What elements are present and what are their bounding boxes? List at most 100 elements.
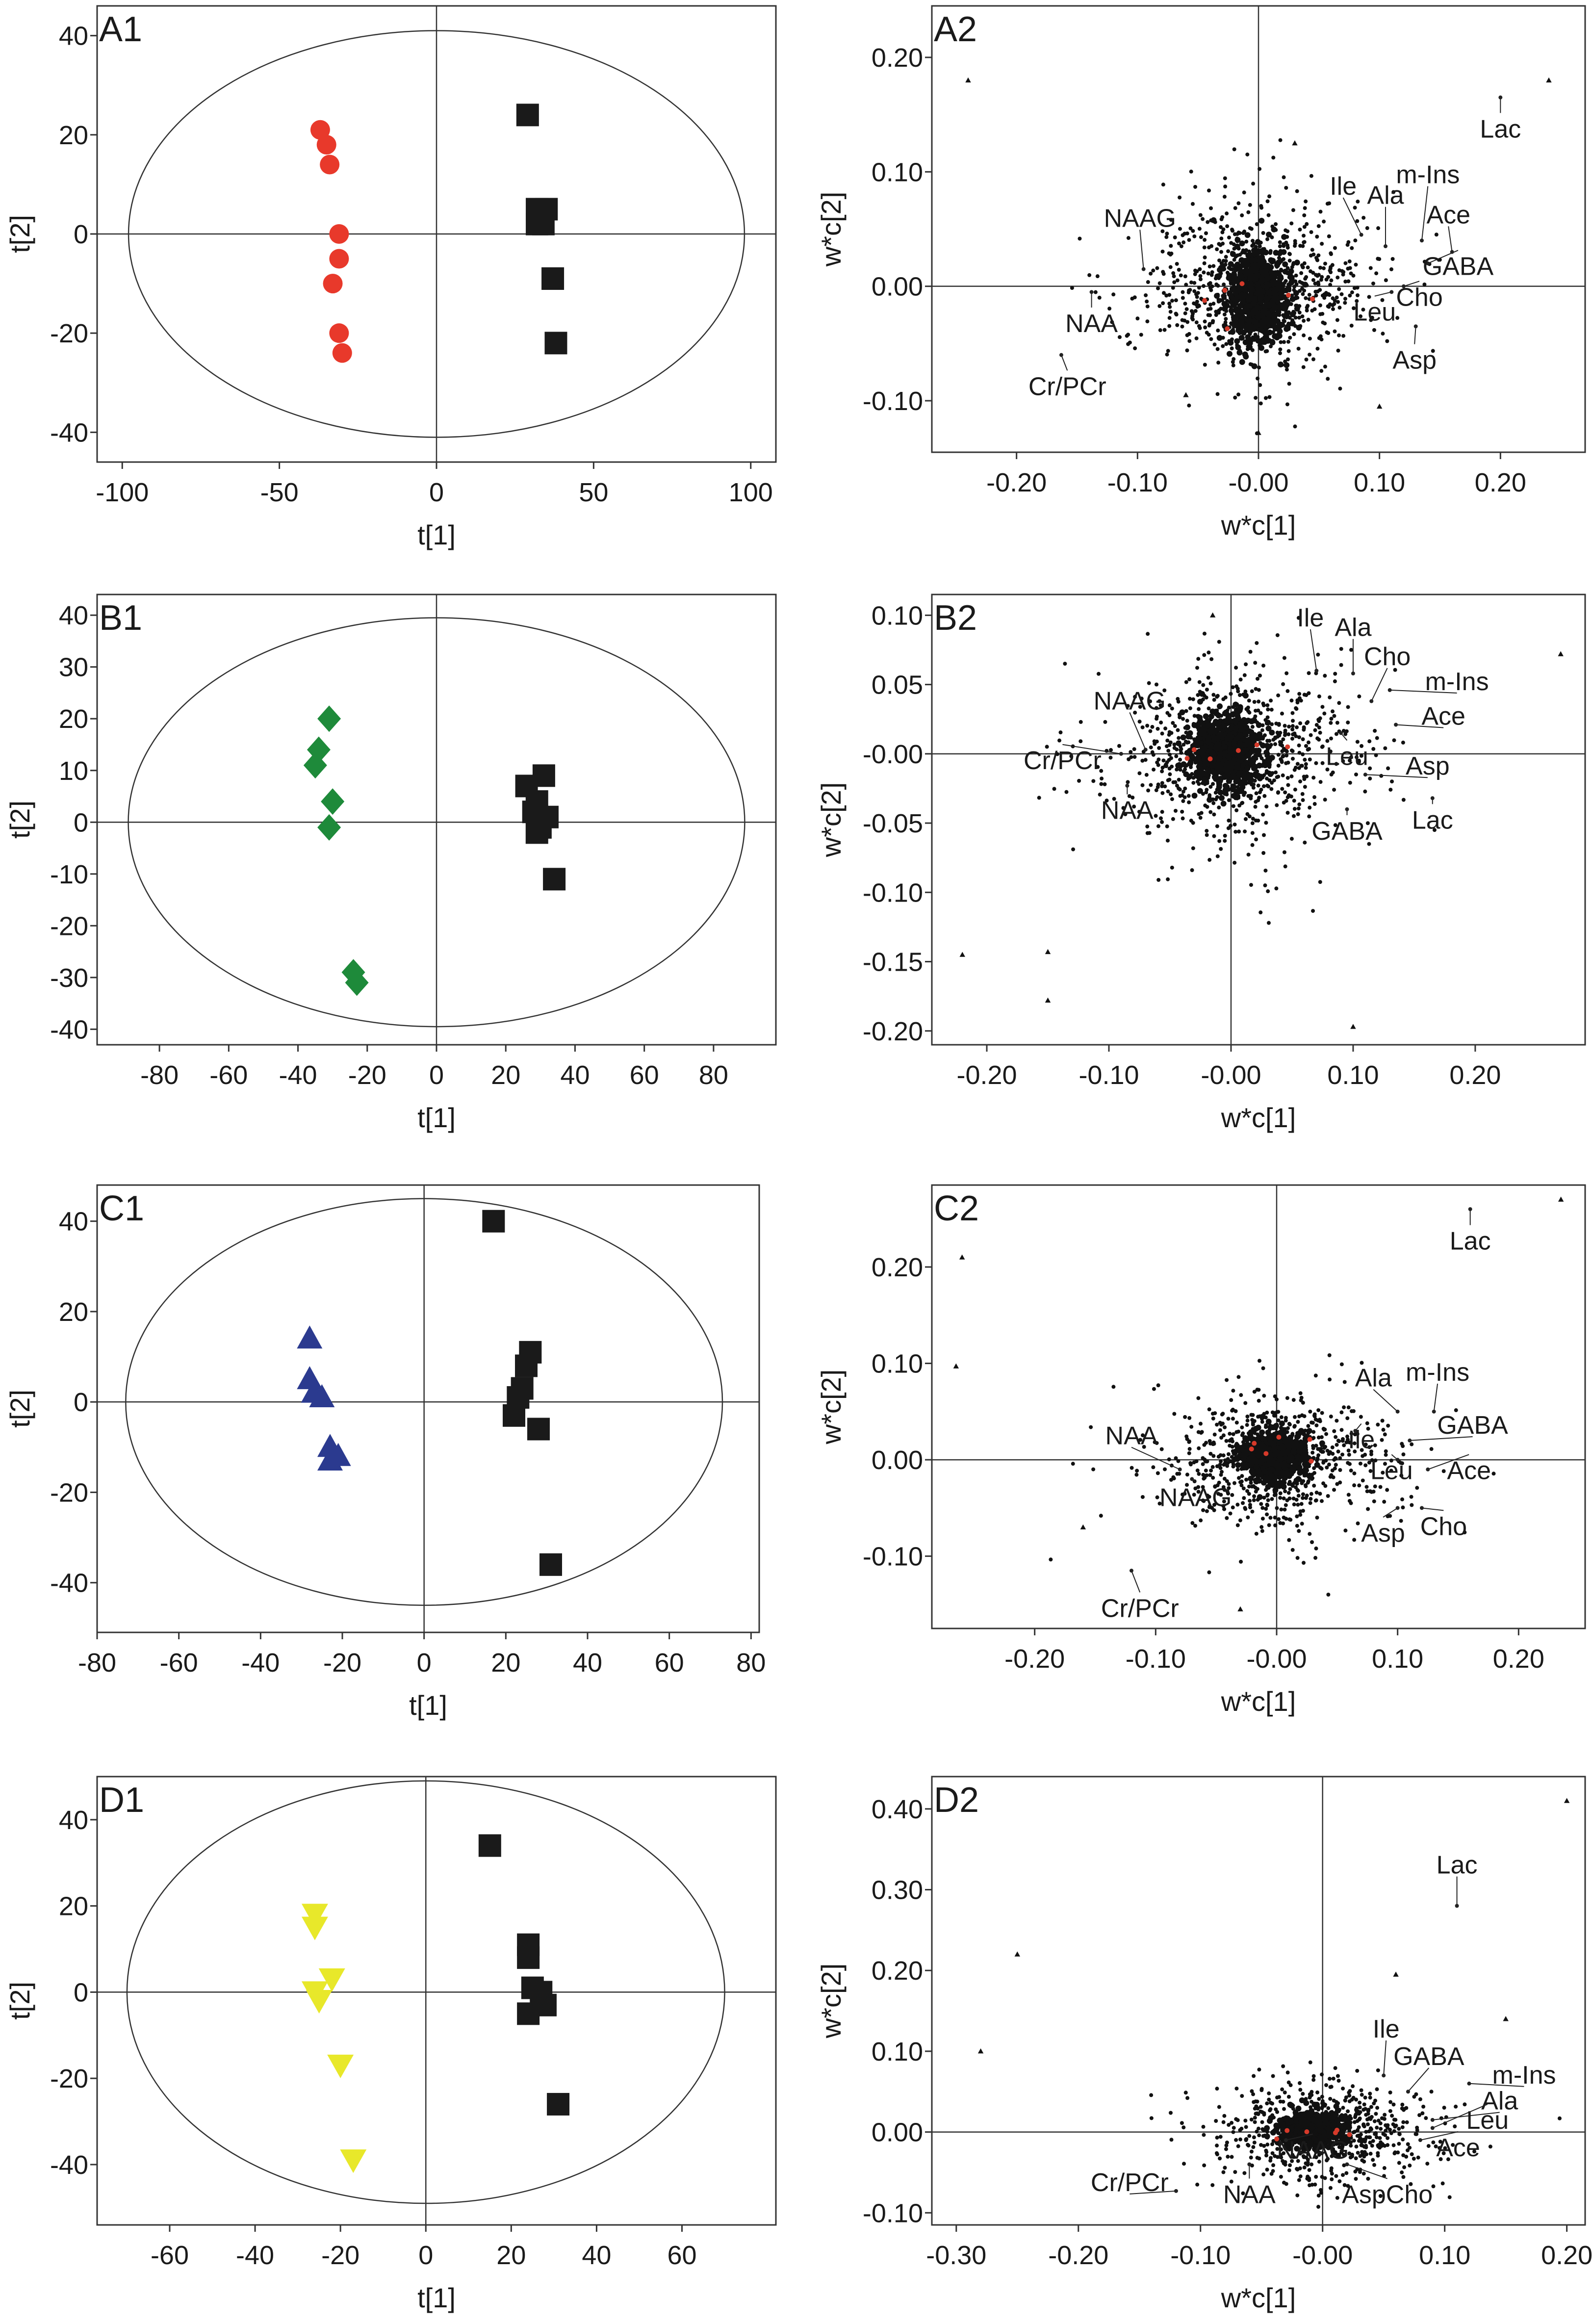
loading-point — [1284, 1517, 1288, 1521]
loading-point — [1313, 1498, 1318, 1503]
loading-point — [1318, 880, 1322, 884]
loading-point — [1338, 387, 1342, 391]
loading-point — [1167, 758, 1171, 762]
loading-point — [1173, 808, 1178, 813]
x-tick-label: -0.10 — [1126, 1644, 1186, 1674]
loading-point — [1209, 657, 1214, 661]
loading-point-core — [1306, 1428, 1312, 1434]
loading-point — [1266, 707, 1270, 712]
loading-point — [1314, 1423, 1319, 1427]
loading-point — [1172, 274, 1176, 279]
loading-point — [1168, 305, 1172, 309]
loading-point — [1243, 829, 1247, 834]
loading-point — [1248, 1505, 1253, 1510]
confidence-ellipse — [128, 617, 745, 1028]
loading-point-core — [1251, 247, 1257, 254]
loading-point — [1231, 1432, 1235, 1436]
loading-point-core — [1237, 273, 1244, 280]
loading-point-core — [1209, 762, 1216, 769]
loading-point — [1176, 728, 1180, 732]
loading-point — [1184, 680, 1188, 684]
x-tick-label: 0 — [417, 1648, 432, 1678]
x-tick-label: 0.20 — [1449, 1060, 1501, 1090]
loading-point-core — [1233, 726, 1239, 732]
loading-point — [1253, 804, 1258, 809]
loading-point-core — [1251, 765, 1257, 772]
loading-point — [1156, 1383, 1160, 1388]
x-tick-label: -60 — [160, 1648, 198, 1678]
loading-point-core — [1210, 217, 1217, 223]
loading-point — [1228, 824, 1233, 828]
loading-point — [1212, 342, 1217, 347]
loading-point — [1211, 264, 1216, 268]
loading-point — [1251, 785, 1256, 790]
loading-point-core — [1236, 771, 1242, 777]
loading-point — [1198, 213, 1203, 217]
loading-point — [1284, 185, 1288, 190]
loading-point-core — [1275, 1464, 1282, 1471]
loading-point — [1301, 265, 1305, 269]
loading-point — [1210, 284, 1214, 288]
score-point — [532, 764, 555, 787]
x-tick-label: 80 — [736, 1648, 766, 1678]
loading-point — [1188, 1462, 1193, 1467]
score-point — [517, 2002, 540, 2025]
loading-point — [1399, 1519, 1403, 1523]
loading-point — [1237, 1476, 1241, 1480]
loading-point — [1282, 340, 1286, 344]
annotation-arrowhead — [1432, 1409, 1436, 1414]
loading-point — [1140, 725, 1145, 729]
loading-point — [1172, 742, 1177, 747]
score-point — [332, 343, 352, 363]
loading-point — [1293, 424, 1297, 429]
loading-point-core — [1258, 299, 1264, 305]
loading-point — [1239, 1559, 1243, 1564]
loading-point — [1133, 695, 1137, 699]
loading-point — [1339, 663, 1343, 667]
series-control — [478, 1834, 570, 2116]
loading-point — [1323, 364, 1327, 369]
y-tick-label: 0 — [74, 220, 88, 249]
loading-point — [1163, 1467, 1167, 1472]
loading-point — [1219, 217, 1224, 222]
loading-point — [1247, 698, 1251, 703]
loading-point — [1254, 687, 1258, 691]
loading-point-core — [1282, 268, 1288, 275]
loading-point — [1365, 1489, 1369, 1494]
annotation-leader — [1383, 1507, 1398, 1518]
loading-point-core — [1274, 334, 1280, 340]
loading-point-core — [1258, 217, 1265, 224]
loading-point — [1335, 1419, 1339, 1423]
loading-point — [1156, 824, 1160, 828]
loading-point — [1161, 758, 1166, 763]
loading-point — [1368, 1469, 1373, 1473]
loading-point — [1170, 764, 1174, 769]
loading-point — [1249, 794, 1253, 798]
loading-point — [1287, 315, 1292, 320]
annotation-arrowhead — [1468, 1207, 1472, 1212]
loading-point-core — [1262, 760, 1269, 766]
loading-point — [1096, 765, 1100, 769]
loading-point — [1298, 244, 1303, 248]
loading-point — [1389, 1469, 1393, 1473]
annotation-arrowhead — [1143, 748, 1148, 752]
loading-point — [1178, 195, 1182, 200]
outlier-point — [1080, 1524, 1086, 1530]
loading-point-core — [1257, 1494, 1263, 1500]
y-tick-label: 10 — [59, 756, 88, 786]
loading-point — [1357, 760, 1361, 764]
annotation-lac: Lac — [1480, 95, 1521, 143]
loading-point-core — [1234, 764, 1241, 771]
loading-point-core — [1270, 1424, 1276, 1431]
loading-point — [1227, 1486, 1231, 1490]
loading-point-core — [1209, 723, 1216, 729]
loading-point — [1361, 308, 1365, 312]
annotation-naa: NAA — [1105, 1422, 1182, 1472]
loading-point — [1238, 1518, 1242, 1523]
loading-point — [1164, 764, 1168, 769]
loading-point — [1306, 720, 1310, 724]
loading-point-core — [1262, 249, 1269, 256]
loading-point — [1283, 790, 1287, 795]
loading-point — [1179, 244, 1183, 249]
annotation-arrowhead — [1408, 1438, 1412, 1443]
